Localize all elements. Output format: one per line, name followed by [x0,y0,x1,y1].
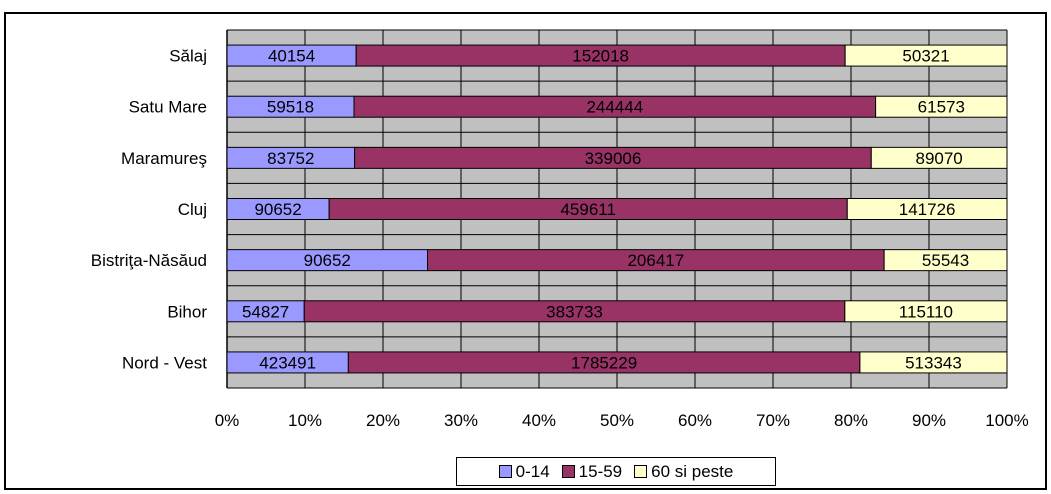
x-tick-label: 100% [985,411,1028,430]
bar-segment [870,146,1008,169]
x-tick-label: 20% [366,411,400,430]
data-label: 55543 [922,251,969,270]
data-label: 423491 [259,353,316,372]
bar-segment [883,249,1008,272]
x-tick-label: 80% [834,411,868,430]
data-label: 339006 [585,149,642,168]
legend-label-60-si-peste: 60 si peste [651,461,734,481]
legend-item-0-14: 0-14 [498,461,550,482]
legend-swatch-15-59 [561,465,575,478]
category-label: Maramureş [121,149,207,168]
bar-segment [844,44,1008,67]
category-label: Cluj [178,200,207,219]
x-tick-label: 10% [288,411,322,430]
data-label: 206417 [627,251,684,270]
data-label: 89070 [915,149,962,168]
legend-swatch-60-si-peste [634,465,648,478]
x-tick-label: 70% [756,411,790,430]
x-tick-label: 60% [678,411,712,430]
legend-label-15-59: 15-59 [578,461,623,481]
data-label: 141726 [899,200,956,219]
data-label: 1785229 [571,353,637,372]
bar-segment [846,198,1008,220]
bar-segment [844,300,1008,323]
category-label: Bistriţa-Năsăud [91,251,207,270]
x-tick-label: 0% [215,411,240,430]
x-tick-label: 40% [522,411,556,430]
legend-label-0-14: 0-14 [515,461,550,481]
data-label: 61573 [918,98,965,117]
bar-segment [875,95,1008,118]
data-label: 383733 [546,302,603,321]
legend: 0-14 15-59 60 si peste [456,457,776,486]
x-tick-label: 50% [600,411,634,430]
x-tick-label: 30% [444,411,478,430]
x-tick-label: 90% [912,411,946,430]
category-label: Sălaj [169,47,207,66]
category-label: Satu Mare [129,98,207,117]
bar-segment [859,351,1008,374]
category-label: Bihor [167,302,207,321]
data-label: 40154 [268,47,315,66]
data-label: 50321 [902,47,949,66]
data-label: 59518 [267,98,314,117]
legend-swatch-0-14 [498,465,512,478]
data-label: 244444 [586,98,643,117]
data-label: 54827 [242,302,289,321]
data-label: 83752 [267,149,314,168]
legend-item-15-59: 15-59 [561,461,623,482]
data-label: 90652 [254,200,301,219]
data-label: 513343 [905,353,962,372]
category-label: Nord - Vest [122,353,207,372]
data-label: 152018 [572,47,629,66]
data-label: 90652 [304,251,351,270]
legend-item-60-si-peste: 60 si peste [634,462,733,482]
data-label: 459611 [560,200,615,219]
data-label: 115110 [899,302,953,321]
